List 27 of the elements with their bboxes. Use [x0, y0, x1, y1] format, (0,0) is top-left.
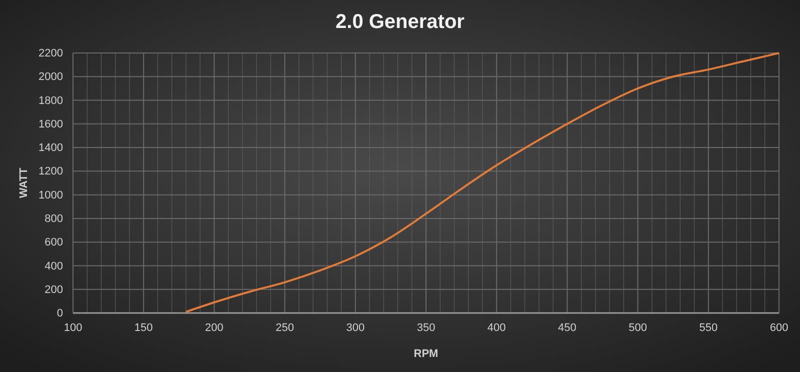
y-tick-label: 200 — [44, 284, 63, 296]
y-tick-label: 400 — [44, 260, 63, 272]
x-tick-label: 400 — [487, 322, 506, 334]
y-tick-label: 1200 — [38, 166, 63, 178]
y-tick-label: 1800 — [38, 94, 63, 107]
x-tick-label: 350 — [416, 322, 436, 334]
y-tick-label: 1400 — [38, 142, 63, 154]
x-tick-label: 450 — [558, 322, 576, 334]
y-tick-label: 0 — [56, 308, 63, 320]
y-tick-label: 2000 — [38, 71, 63, 84]
line-series — [184, 52, 780, 313]
x-tick-label: 200 — [205, 322, 224, 334]
y-tick-label: 800 — [44, 212, 63, 225]
x-tick-label: 600 — [770, 322, 788, 334]
y-tick-label: 1600 — [38, 118, 63, 130]
x-tick-label: 100 — [64, 322, 82, 334]
y-tick-label: 600 — [44, 236, 63, 249]
y-axis-title: WATT — [18, 168, 30, 198]
x-tick-label: 550 — [699, 322, 718, 334]
x-tick-label: 250 — [276, 322, 294, 334]
chart-title: 2.0 Generator — [336, 11, 465, 33]
x-axis-title: RPM — [414, 348, 438, 360]
y-tick-label: 2200 — [38, 48, 63, 60]
x-tick-label: 150 — [134, 322, 153, 334]
x-tick-label: 500 — [628, 322, 647, 334]
y-tick-label: 1000 — [38, 189, 63, 202]
x-tick-label: 300 — [346, 322, 365, 334]
